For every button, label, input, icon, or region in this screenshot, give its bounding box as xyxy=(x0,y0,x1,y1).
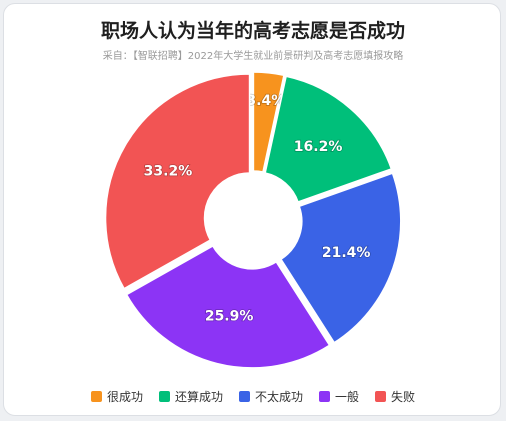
legend-item-1[interactable]: 很成功 xyxy=(90,388,143,405)
legend-swatch xyxy=(158,391,170,402)
legend-item-2[interactable]: 还算成功 xyxy=(158,388,223,405)
slice-label-5: 33.2% xyxy=(144,163,193,179)
donut-slice-5[interactable] xyxy=(104,73,251,290)
chart-legend: 很成功 还算成功 不太成功 一般 失败 xyxy=(0,388,506,405)
donut-slice-3[interactable] xyxy=(280,172,402,344)
slice-label-1: 3.4% xyxy=(246,93,285,109)
legend-item-3[interactable]: 不太成功 xyxy=(238,388,303,405)
donut-slice-2[interactable] xyxy=(264,75,393,203)
slice-label-3: 21.4% xyxy=(322,245,371,261)
chart-subtitle: 采自：【智联招聘】2022年大学生就业前景研判及高考志愿填报攻略 xyxy=(102,51,404,62)
legend-swatch xyxy=(375,391,387,402)
legend-swatch xyxy=(319,391,330,402)
legend-swatch xyxy=(238,391,250,402)
legend-label: 很成功 xyxy=(106,390,143,404)
legend-label: 不太成功 xyxy=(254,390,303,404)
slice-label-4: 25.9% xyxy=(205,309,254,325)
legend-item-5[interactable]: 失败 xyxy=(375,388,415,405)
donut-slice-1[interactable] xyxy=(252,71,285,173)
legend-label: 失败 xyxy=(391,390,416,404)
legend-label: 一般 xyxy=(335,390,360,404)
legend-item-4[interactable]: 一般 xyxy=(319,388,359,405)
chart-title: 职场人认为当年的高考志愿是否成功 xyxy=(100,20,405,42)
legend-label: 还算成功 xyxy=(174,390,223,404)
legend-swatch xyxy=(90,391,102,402)
slice-label-2: 16.2% xyxy=(294,139,343,155)
donut-slice-4[interactable] xyxy=(125,245,331,369)
